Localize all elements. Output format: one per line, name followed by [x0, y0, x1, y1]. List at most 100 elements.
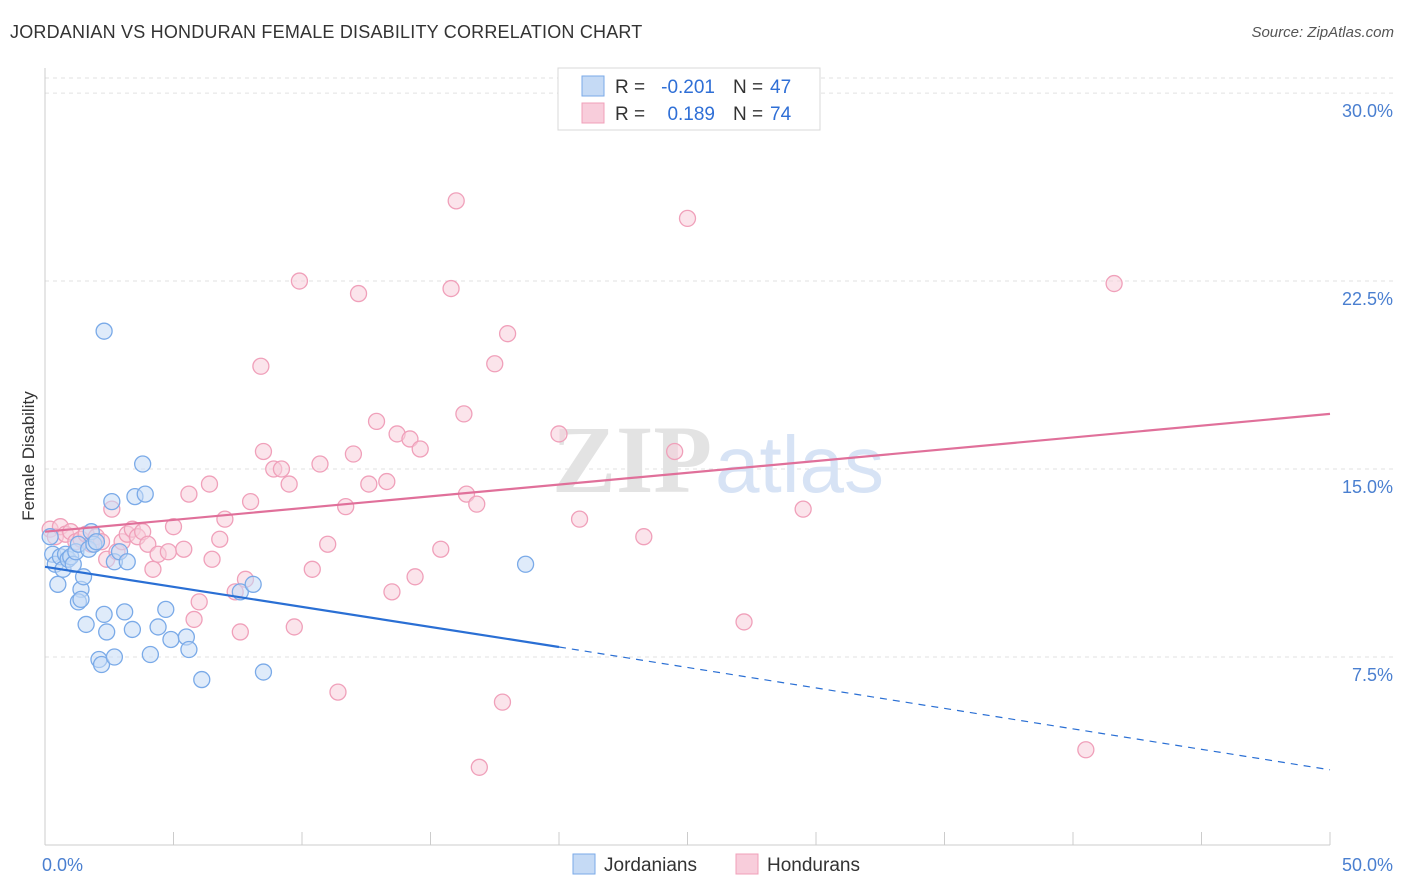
hondurans-point-76 [1105, 274, 1123, 293]
hondurans-point-74 [794, 500, 812, 518]
jordanians-point-33 [134, 455, 152, 473]
hondurans-point-70 [635, 528, 653, 546]
hondurans-point-41 [285, 618, 303, 636]
hondurans-point-57 [411, 440, 429, 458]
hondurans-point-50 [360, 475, 378, 493]
bottom-legend-label-jordanians: Jordanians [604, 855, 697, 876]
legend-n-value-1: 47 [770, 77, 791, 98]
jordanians-point-19 [87, 533, 106, 551]
hondurans-point-23 [164, 518, 183, 536]
jordanians-point-15 [77, 615, 95, 634]
hondurans-point-28 [200, 475, 219, 493]
hondurans-point-66 [493, 693, 512, 711]
hondurans-point-45 [319, 535, 337, 553]
x-tick-label-min: 0.0% [42, 855, 83, 875]
jordanians-point-29 [116, 603, 134, 621]
hondurans-point-46 [329, 683, 347, 701]
x-ticks [44, 832, 1331, 845]
chart-source: Source: ZipAtlas.com [1251, 24, 1394, 41]
hondurans-point-19 [139, 535, 157, 553]
hondurans-point-55 [401, 430, 419, 448]
hondurans-point-20 [144, 560, 162, 578]
hondurans-point-73 [735, 613, 753, 631]
hondurans-point-29 [203, 550, 221, 568]
hondurans-point-71 [666, 442, 684, 461]
hondurans-point-24 [175, 540, 193, 558]
jordanians-point-40 [180, 640, 198, 659]
hondurans-point-68 [550, 425, 568, 443]
jordanians-point-46 [41, 528, 59, 546]
hondurans-point-67 [498, 325, 517, 343]
legend-swatch-jordanians [581, 75, 605, 97]
hondurans-point-25 [180, 485, 198, 503]
jordanians-point-41 [193, 670, 211, 689]
jordanians-point-14 [72, 590, 90, 609]
hondurans-point-64 [470, 758, 488, 776]
jordanians-point-23 [95, 605, 113, 624]
hondurans-point-52 [378, 472, 396, 491]
watermark: ZIP atlas [552, 406, 884, 513]
hondurans-point-48 [344, 445, 363, 463]
jordanians-point-34 [136, 485, 154, 503]
legend-n-value-2: 74 [770, 104, 792, 125]
hondurans-point-61 [455, 405, 473, 423]
hondurans-point-39 [272, 460, 291, 478]
legend-r-label-1: R = [615, 77, 645, 98]
hondurans-point-35 [241, 492, 260, 511]
hondurans-point-58 [432, 540, 450, 558]
chart-title: JORDANIAN VS HONDURAN FEMALE DISABILITY … [10, 22, 643, 42]
trendlines [44, 412, 1331, 771]
jordanians-point-25 [103, 492, 121, 511]
hondurans-point-60 [447, 192, 465, 210]
hondurans-point-75 [1077, 741, 1095, 759]
hondurans-point-26 [185, 610, 203, 629]
jordanians-trend-line-extension [558, 646, 1331, 771]
bottom-legend-swatch-hondurans [735, 853, 759, 875]
hondurans-point-53 [383, 583, 401, 601]
watermark-atlas: atlas [715, 420, 884, 509]
jordanians-trend-line [44, 565, 560, 649]
hondurans-point-22 [159, 543, 178, 561]
gridlines [45, 77, 1393, 658]
jordanians-point-43 [244, 575, 262, 593]
bottom-legend-swatch-jordanians [572, 853, 596, 875]
honduran-points [41, 192, 1123, 776]
hondurans-point-43 [303, 560, 321, 578]
legend-n-label-1: N = [733, 77, 763, 98]
jordanians-point-31 [123, 620, 142, 639]
legend-r-value-2: 0.189 [667, 104, 715, 125]
hondurans-point-72 [678, 209, 697, 228]
y-tick-label-3: 30.0% [1342, 101, 1393, 121]
legend: R = -0.201 N = 47 R = 0.189 N = 74 [557, 67, 821, 131]
watermark-zip: ZIP [552, 406, 712, 513]
x-tick-label-max: 50.0% [1342, 855, 1393, 875]
y-tick-label-2: 22.5% [1342, 289, 1393, 309]
jordanians-point-24 [98, 623, 116, 641]
hondurans-point-59 [442, 279, 460, 298]
hondurans-point-44 [311, 455, 329, 473]
hondurans-point-69 [570, 510, 589, 528]
hondurans-point-47 [337, 497, 355, 516]
jordanians-point-2 [49, 575, 67, 593]
jordanian-points [41, 322, 535, 689]
hondurans-point-65 [486, 355, 504, 373]
legend-swatch-hondurans [581, 102, 605, 124]
y-tick-label-0: 7.5% [1352, 665, 1393, 685]
jordanians-point-30 [118, 553, 136, 571]
y-axis-title: Female Disability [19, 391, 38, 521]
legend-n-label-2: N = [733, 104, 763, 125]
hondurans-point-56 [406, 568, 424, 586]
jordanians-point-38 [162, 630, 180, 649]
hondurans-point-31 [216, 510, 234, 528]
jordanians-point-45 [516, 555, 535, 573]
hondurans-point-51 [367, 412, 386, 431]
hondurans-point-49 [349, 284, 368, 303]
legend-r-value-1: -0.201 [661, 77, 715, 98]
jordanians-point-35 [141, 645, 160, 664]
bottom-legend-label-hondurans: Hondurans [767, 855, 860, 876]
legend-r-label-2: R = [615, 104, 645, 125]
hondurans-point-37 [254, 442, 273, 461]
hondurans-point-27 [190, 593, 208, 611]
bottom-legend: Jordanians Hondurans [572, 853, 860, 876]
